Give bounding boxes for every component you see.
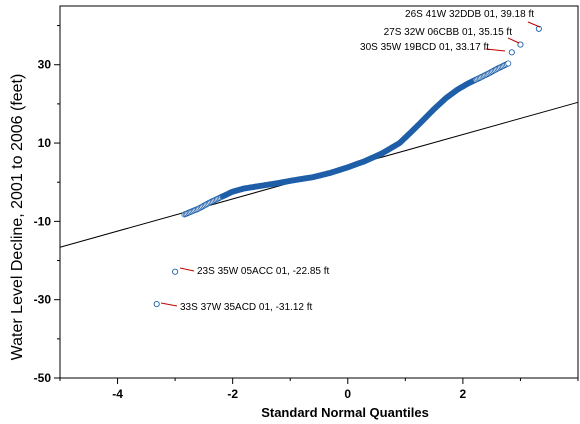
outlier-point — [153, 301, 160, 308]
point-annotation: 33S 37W 35ACD 01, -31.12 ft — [180, 302, 313, 313]
y-tick-label: -50 — [34, 371, 52, 385]
y-axis-title: Water Level Decline, 2001 to 2006 (feet) — [9, 74, 26, 361]
x-axis-title: Standard Normal Quantiles — [261, 405, 429, 420]
outlier-point — [172, 268, 179, 275]
point-annotation: 30S 35W 19BCD 01, 33.17 ft — [360, 42, 489, 53]
plot-frame — [59, 5, 579, 379]
point-annotation: 23S 35W 05ACC 01, -22.85 ft — [197, 266, 330, 277]
annotation-leader — [527, 21, 541, 28]
x-tick-label: -2 — [227, 387, 238, 401]
outlier-point — [517, 41, 524, 48]
x-tick-label: -4 — [112, 387, 123, 401]
y-tick-label: -10 — [34, 214, 52, 228]
point-annotation: 27S 32W 06CBB 01, 35.15 ft — [384, 27, 513, 38]
annotation-leader — [485, 48, 506, 52]
y-tick-label: -30 — [34, 293, 52, 307]
axes-layer: -4 -2 0 2 -50 -30 -10 10 30 — [34, 5, 579, 401]
annotation-leader — [179, 267, 195, 272]
data-point — [505, 60, 512, 67]
y-tick-label: 10 — [38, 136, 52, 150]
annotation-leader — [160, 302, 178, 307]
x-tick-label: 0 — [344, 387, 351, 401]
outlier-point — [508, 49, 515, 56]
data-points-layer — [181, 60, 512, 218]
labeled-points-layer: 26S 41W 32DDB 01, 39.18 ft 27S 32W 06CBB … — [153, 9, 542, 313]
x-tick-label: 2 — [460, 387, 467, 401]
y-tick-label: 30 — [38, 58, 52, 72]
point-annotation: 26S 41W 32DDB 01, 39.18 ft — [405, 9, 534, 20]
annotation-leader — [507, 37, 520, 44]
